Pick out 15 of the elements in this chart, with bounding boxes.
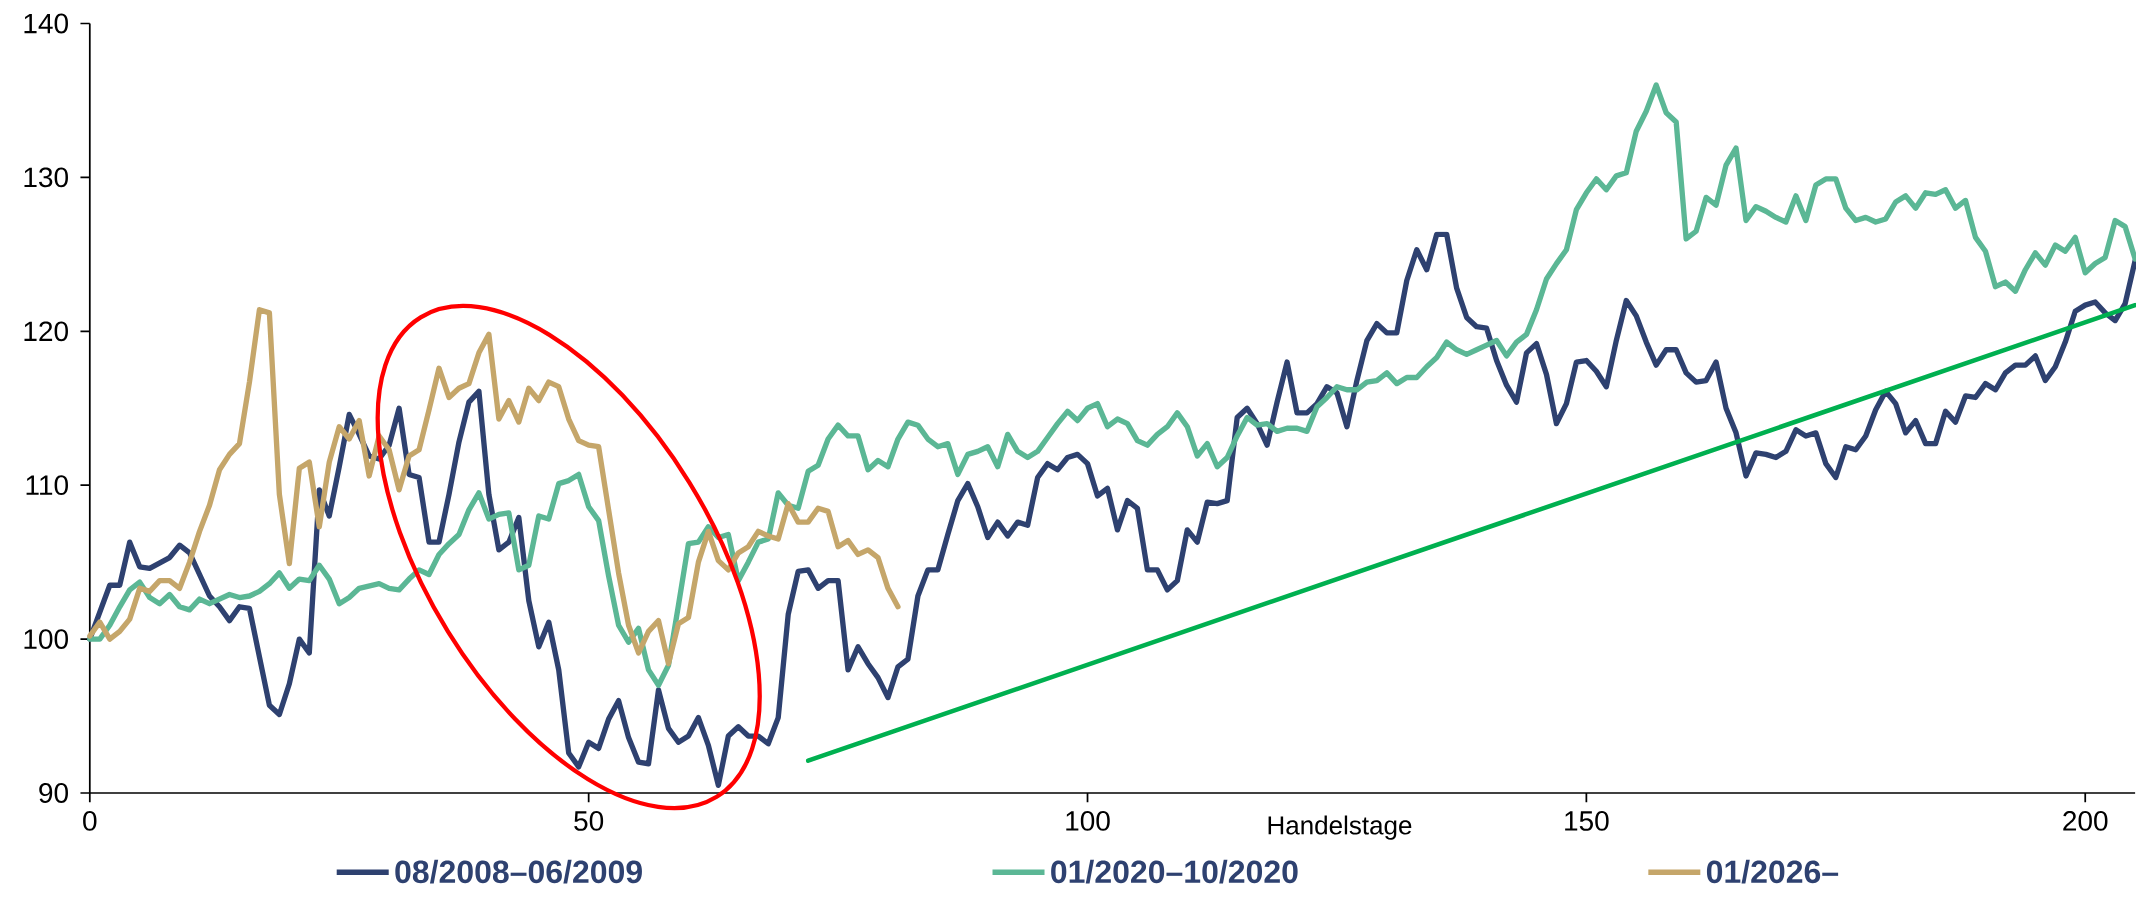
y-tick-label: 140 (24, 13, 68, 34)
y-tick-label: 90 (39, 783, 68, 803)
legend-label: 08/2008–06/2009 (395, 859, 642, 884)
y-tick-label: 110 (26, 475, 68, 496)
x-tick-label: 50 (574, 811, 604, 831)
legend-label: 01/2020–10/2020 (1051, 859, 1298, 884)
y-tick-label: 100 (24, 629, 68, 650)
x-axis-title: Handelstage (1268, 815, 1412, 840)
legend-label: 01/2026– (1706, 859, 1839, 884)
x-tick-label: 150 (1565, 811, 1609, 831)
x-tick-label: 0 (83, 811, 97, 831)
x-tick-label: 200 (2063, 811, 2108, 831)
y-tick-label: 120 (24, 321, 68, 342)
y-tick-label: 130 (24, 167, 68, 188)
x-tick-label: 100 (1066, 811, 1110, 831)
